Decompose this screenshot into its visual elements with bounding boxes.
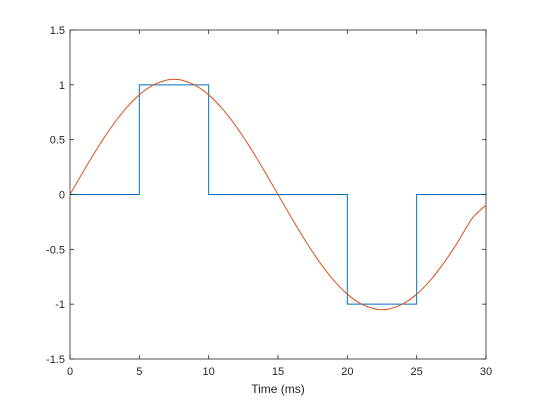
y-tick-label: -1.5 [46, 354, 65, 366]
y-tick-label: 1.5 [50, 25, 65, 37]
x-tick-label: 5 [136, 366, 142, 378]
y-tick-label: 0 [59, 190, 65, 202]
x-tick-label: 15 [272, 366, 284, 378]
x-tick-label: 0 [67, 366, 73, 378]
x-tick-label: 25 [411, 366, 423, 378]
x-tick-label: 30 [480, 366, 492, 378]
sine-curve-line [69, 78, 487, 311]
y-tick-label: -1 [55, 299, 65, 311]
x-axis-title: Time (ms) [251, 382, 305, 396]
y-tick-label: 0.5 [50, 135, 65, 147]
y-tick-label: 1 [59, 80, 65, 92]
y-tick-label: -0.5 [46, 244, 65, 256]
series-group [69, 78, 487, 311]
tick-marks [69, 29, 487, 360]
x-tick-label: 20 [341, 366, 353, 378]
x-tick-label: 10 [203, 366, 215, 378]
